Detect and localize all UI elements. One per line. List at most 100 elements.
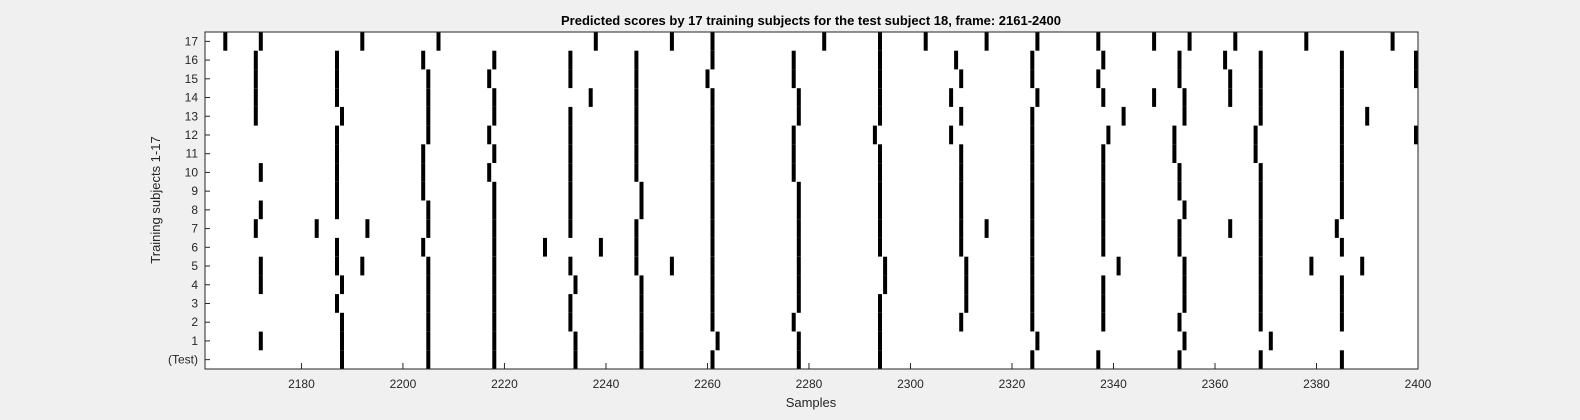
spike-mark bbox=[634, 88, 639, 107]
spike-mark bbox=[959, 69, 964, 89]
spike-mark bbox=[1390, 32, 1395, 51]
spike-mark bbox=[959, 163, 964, 182]
spike-mark bbox=[715, 331, 720, 351]
x-tick-label: 2200 bbox=[390, 377, 417, 391]
spike-mark bbox=[639, 181, 644, 201]
spike-mark bbox=[634, 256, 639, 276]
spike-mark bbox=[878, 163, 882, 182]
spike-mark bbox=[543, 237, 547, 257]
spike-mark bbox=[878, 32, 882, 51]
spike-mark bbox=[487, 125, 492, 145]
y-tick-label: 6 bbox=[191, 240, 198, 254]
spike-mark bbox=[1334, 219, 1339, 238]
spike-mark bbox=[1182, 256, 1187, 276]
spike-mark bbox=[335, 163, 339, 182]
spike-mark bbox=[340, 331, 344, 351]
spike-mark bbox=[1030, 256, 1035, 276]
spike-mark bbox=[1101, 219, 1106, 238]
spike-mark bbox=[669, 32, 674, 51]
spike-mark bbox=[710, 350, 715, 369]
spike-mark bbox=[1182, 200, 1187, 220]
spike-mark bbox=[1101, 88, 1106, 107]
spike-mark bbox=[1101, 312, 1106, 332]
spike-mark bbox=[492, 312, 497, 332]
y-tick-label: 10 bbox=[185, 165, 199, 179]
spike-mark bbox=[1030, 106, 1035, 126]
spike-mark bbox=[1177, 237, 1182, 257]
spike-mark bbox=[1339, 200, 1344, 220]
spike-mark bbox=[335, 181, 339, 201]
spike-mark bbox=[223, 32, 228, 51]
spike-mark bbox=[1030, 294, 1035, 313]
spike-mark bbox=[710, 312, 715, 332]
spike-mark bbox=[1360, 256, 1365, 276]
spike-mark bbox=[710, 125, 715, 145]
spike-mark bbox=[335, 294, 339, 313]
spike-mark bbox=[878, 219, 882, 238]
spike-mark bbox=[1258, 256, 1263, 276]
x-axis: 2180 2200 2220 2240 2260 2280 2300 2320 2340 2360… bbox=[288, 363, 1432, 391]
spike-mark bbox=[1309, 256, 1314, 276]
spike-mark bbox=[426, 312, 431, 332]
spike-mark bbox=[634, 219, 639, 238]
spike-mark bbox=[959, 200, 964, 220]
spike-mark bbox=[1253, 125, 1258, 145]
spike-mark bbox=[1182, 88, 1187, 107]
spike-mark bbox=[1030, 144, 1035, 163]
spike-mark bbox=[1339, 275, 1344, 295]
spike-mark bbox=[487, 69, 492, 89]
spike-mark bbox=[492, 106, 497, 126]
y-tick-label: 16 bbox=[185, 53, 199, 67]
spike-mark bbox=[878, 237, 882, 257]
spike-mark bbox=[340, 106, 344, 126]
spike-mark bbox=[1106, 125, 1111, 145]
spike-mark bbox=[335, 256, 339, 276]
spike-mark bbox=[598, 237, 603, 257]
spike-mark bbox=[1177, 181, 1182, 201]
spike-mark bbox=[959, 237, 964, 257]
x-tick-label: 2300 bbox=[897, 377, 924, 391]
spike-mark bbox=[878, 331, 882, 351]
y-tick-label: 2 bbox=[191, 315, 198, 329]
spike-mark bbox=[360, 32, 365, 51]
spike-mark bbox=[1096, 350, 1101, 369]
spike-mark bbox=[492, 200, 497, 220]
spike-mark bbox=[791, 50, 796, 70]
spike-mark bbox=[964, 294, 969, 313]
spike-mark bbox=[253, 50, 258, 70]
spike-mark bbox=[959, 106, 964, 126]
spike-mark bbox=[426, 125, 431, 145]
spike-mark bbox=[1339, 106, 1344, 126]
spike-mark bbox=[365, 219, 370, 238]
spike-mark bbox=[1339, 144, 1344, 163]
spike-mark bbox=[568, 50, 573, 70]
spike-mark bbox=[964, 275, 969, 295]
spike-mark bbox=[1182, 294, 1187, 313]
spike-mark bbox=[314, 219, 319, 238]
x-axis-label: Samples bbox=[786, 395, 837, 410]
spike-mark bbox=[796, 350, 801, 369]
spike-mark bbox=[1101, 237, 1106, 257]
spike-mark bbox=[878, 200, 882, 220]
spike-mark bbox=[796, 275, 801, 295]
spike-mark bbox=[1101, 181, 1106, 201]
spike-mark bbox=[878, 350, 882, 369]
x-tick-label: 2180 bbox=[288, 377, 315, 391]
spike-mark bbox=[426, 219, 431, 238]
spike-mark bbox=[340, 312, 344, 332]
spike-mark bbox=[1177, 163, 1182, 182]
y-tick-label: 14 bbox=[185, 91, 199, 105]
x-tick-label: 2240 bbox=[593, 377, 620, 391]
y-tick-label: 8 bbox=[191, 203, 198, 217]
spike-mark bbox=[984, 32, 989, 51]
spike-mark bbox=[639, 275, 644, 295]
spike-mark bbox=[710, 237, 715, 257]
spike-mark bbox=[426, 331, 431, 351]
spike-mark bbox=[426, 200, 431, 220]
spike-mark bbox=[1258, 50, 1263, 70]
spike-mark bbox=[1030, 219, 1035, 238]
spike-mark bbox=[492, 256, 497, 276]
spike-mark bbox=[710, 256, 715, 276]
spike-mark bbox=[487, 163, 492, 182]
